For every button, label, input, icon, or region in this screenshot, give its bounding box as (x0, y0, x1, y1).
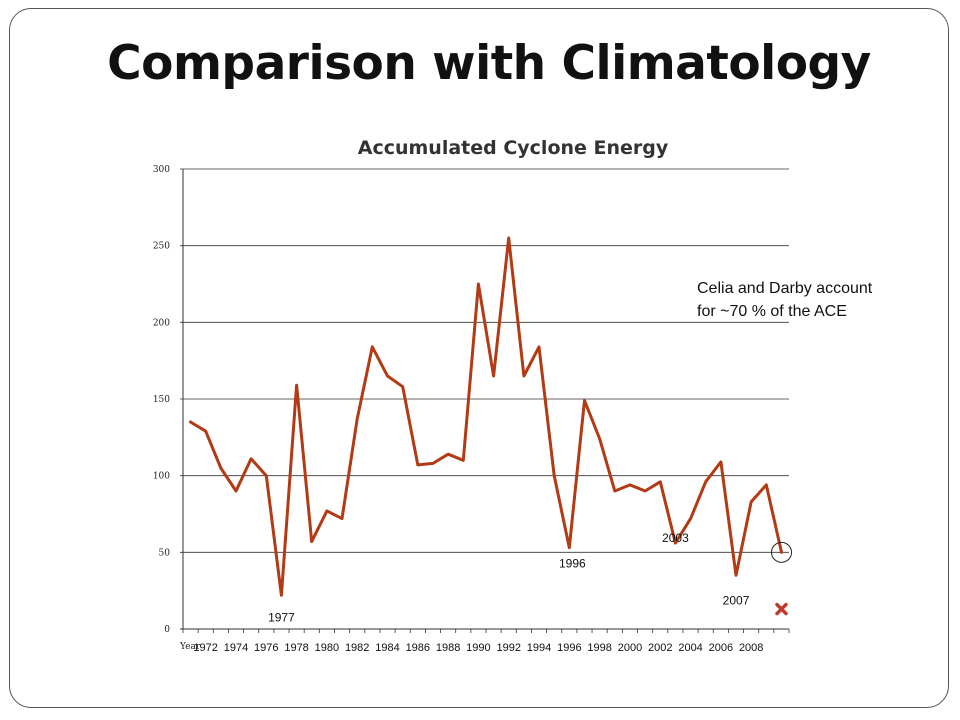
data-point (462, 459, 465, 462)
data-point (310, 540, 313, 543)
y-axis-ticks: 0 50 100 150 200 250 300 (153, 165, 170, 635)
data-point (780, 551, 783, 554)
x-tick-label: 1986 (406, 642, 430, 654)
year-annotations: 1977 1996 2003 2007 (268, 531, 750, 624)
y-tick-label: 150 (153, 395, 170, 405)
note-line-2: for ~70 % of the ACE (697, 303, 847, 320)
highlight-circle (771, 541, 792, 563)
data-point (219, 466, 223, 470)
y-tick-label: 200 (153, 318, 170, 328)
data-point (416, 463, 420, 467)
data-point (280, 594, 283, 597)
data-point (628, 483, 632, 487)
x-tick-label: 2004 (678, 642, 702, 654)
annotation-1977: 1977 (268, 610, 295, 624)
data-point (583, 399, 586, 402)
data-point (265, 474, 268, 477)
x-tick-label: 1978 (284, 642, 308, 654)
data-point (749, 500, 753, 503)
data-point (431, 462, 435, 465)
x-tick-label: 1982 (345, 642, 369, 654)
data-point (249, 457, 253, 460)
data-point (659, 480, 662, 483)
data-point (719, 460, 723, 464)
data-point (401, 385, 404, 388)
x-marker (775, 602, 788, 616)
x-tick-label: 2000 (618, 642, 642, 654)
x-tick-label: 1976 (254, 642, 278, 654)
x-tick-label: 2006 (709, 642, 733, 654)
data-point (765, 483, 768, 487)
data-point (189, 420, 192, 424)
chart-title: Accumulated Cyclone Energy (358, 137, 669, 159)
data-point (552, 474, 556, 477)
series-group (189, 236, 783, 597)
x-tick-label: 1998 (587, 642, 611, 654)
series-line-0 (189, 236, 783, 597)
data-point (522, 374, 526, 378)
slide-title: Comparison with Climatology (107, 36, 871, 91)
data-point (446, 453, 450, 456)
x-tick-label: 1990 (466, 642, 490, 654)
data-point (355, 417, 359, 421)
gridlines (180, 168, 790, 633)
data-point (477, 282, 480, 286)
data-point (643, 489, 647, 493)
data-point (674, 541, 677, 545)
x-axis-label: Year (179, 642, 201, 652)
data-point (492, 374, 495, 378)
highlight-marks (771, 541, 792, 616)
x-tick-label: 1974 (224, 642, 248, 654)
annotation-1996: 1996 (559, 557, 586, 571)
data-point (507, 236, 510, 240)
x-tick-label: 1972 (193, 642, 217, 654)
data-point (386, 374, 389, 378)
x-tick-label: 1996 (557, 642, 581, 654)
annotation-2003: 2003 (662, 531, 689, 545)
x-tick-label: 2008 (739, 642, 763, 654)
data-point (613, 489, 617, 493)
x-tick-label: 2002 (648, 642, 672, 654)
x-tick-label: 1980 (315, 642, 339, 654)
y-tick-label: 100 (153, 472, 170, 482)
data-point (537, 345, 541, 349)
slide-frame (9, 8, 949, 708)
data-point (204, 430, 207, 433)
x-tick-label: 1994 (527, 642, 551, 654)
y-tick-label: 0 (164, 625, 170, 635)
data-point (568, 546, 571, 549)
data-point (340, 517, 344, 520)
data-point (234, 489, 238, 493)
data-point (689, 517, 692, 520)
data-point (295, 384, 298, 387)
data-point (371, 345, 374, 349)
y-tick-label: 50 (159, 548, 171, 558)
y-tick-label: 250 (153, 242, 170, 252)
data-point (704, 480, 707, 483)
y-tick-label: 300 (153, 165, 170, 175)
data-point (734, 574, 738, 577)
x-tick-label: 1992 (496, 642, 520, 654)
annotation-2007: 2007 (723, 593, 750, 607)
x-tick-label: 1984 (375, 642, 399, 654)
data-point (598, 437, 601, 441)
x-axis-ticks: 1972 1974 1976 1978 1980 1982 1984 1986 1988 1990… (193, 642, 763, 654)
x-tick-label: 1988 (436, 642, 460, 654)
x-marker-stroke (775, 602, 788, 616)
data-point (325, 509, 329, 513)
note-line-1: Celia and Darby account (697, 280, 873, 297)
